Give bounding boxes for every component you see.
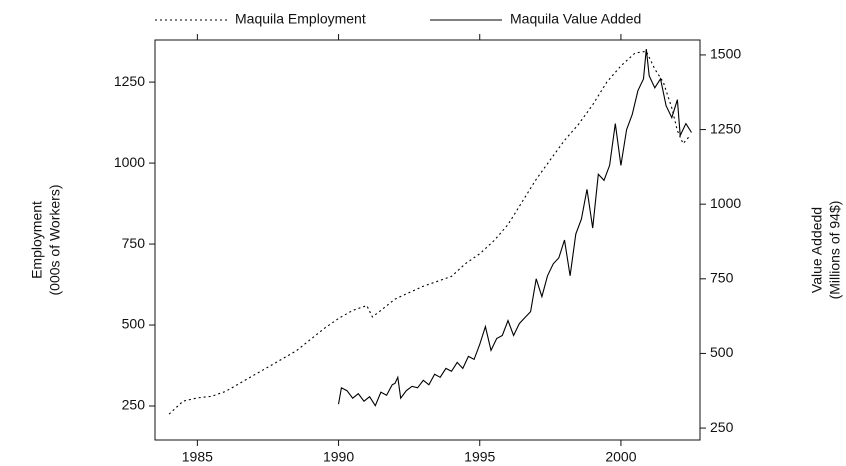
x-tick-label: 2000 [605,449,636,465]
y2-tick-label: 500 [710,344,734,360]
y-tick-label: 1250 [114,73,145,89]
y-tick-label: 1000 [114,154,145,170]
y2-axis-title: Value Addedd [809,207,825,293]
legend-label: Maquila Employment [235,11,366,27]
y2-tick-label: 250 [710,419,734,435]
plot-frame [154,39,701,441]
y2-axis-title: (Millions of 94$) [827,201,843,300]
x-tick-label: 1985 [182,449,213,465]
series-line [168,50,690,415]
y2-tick-label: 1000 [710,195,741,211]
y-axis-title: (000s of Workers) [47,185,63,296]
y2-tick-label: 1250 [710,120,741,136]
y2-tick-label: 1500 [710,46,741,62]
x-tick-label: 1995 [464,449,495,465]
y2-tick-label: 750 [710,270,734,286]
y-tick-label: 250 [122,397,146,413]
x-tick-label: 1990 [323,449,354,465]
y-tick-label: 750 [122,235,146,251]
legend-label: Maquila Value Added [510,11,641,27]
series-line [337,48,692,407]
y-axis-title: Employment [29,201,45,279]
y-tick-label: 500 [122,316,146,332]
